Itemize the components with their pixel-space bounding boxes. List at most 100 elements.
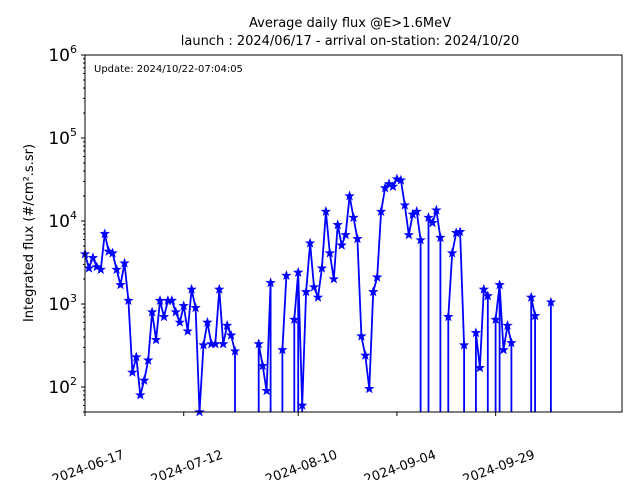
data-point-star: [403, 229, 415, 240]
chart-subtitle: launch : 2024/06/17 - arrival on-station…: [180, 34, 520, 49]
data-point-star: [166, 295, 177, 306]
y-tick-label: 103: [48, 292, 77, 315]
data-point-star: [261, 385, 272, 396]
data-point-star: [454, 226, 466, 237]
data-point-star: [458, 339, 470, 350]
data-point-star: [107, 247, 118, 258]
update-annotation: Update: 2024/10/22-07:04:05: [94, 64, 243, 75]
data-point-star: [99, 228, 110, 239]
data-point-star: [111, 264, 122, 275]
data-point-star: [296, 399, 308, 410]
data-point-star: [364, 383, 375, 394]
data-point-star: [352, 233, 363, 244]
data-point-star: [142, 354, 154, 365]
data-point-star: [225, 329, 237, 340]
data-point-star: [545, 296, 557, 307]
data-point-star: [348, 212, 359, 223]
data-point-star: [529, 310, 541, 321]
x-tick-label: 2024-06-17: [50, 448, 126, 480]
data-point-star: [383, 178, 395, 189]
data-point-star: [371, 271, 383, 282]
data-point-star: [435, 232, 446, 243]
data-point-star: [312, 291, 324, 302]
x-axis: 2024-06-17 2024-07-12 2024-08-10 2024-09-04…: [50, 412, 537, 480]
y-axis: 102 103 104 105 106: [48, 43, 85, 413]
data-point-star: [427, 217, 438, 228]
x-tick-label: 2024-09-29: [461, 448, 537, 480]
data-point-star: [190, 302, 201, 313]
data-point-star: [478, 283, 490, 294]
y-tick-label: 104: [48, 209, 77, 232]
data-point-star: [289, 314, 300, 325]
data-point-star: [395, 174, 407, 185]
y-tick-label: 102: [48, 375, 77, 398]
data-point-star: [423, 212, 434, 223]
data-point-star: [498, 344, 509, 355]
data-point-star: [300, 286, 312, 297]
data-point-star: [158, 311, 170, 322]
data-point-star: [115, 279, 126, 290]
data-point-star: [150, 334, 162, 345]
data-point-star: [332, 219, 343, 230]
data-point-star: [182, 325, 193, 336]
data-point-star: [217, 338, 229, 349]
y-axis-label: Integrated flux (#/cm².s.sr): [22, 144, 37, 322]
axes-frame: [84, 54, 623, 413]
data-point-star: [292, 267, 304, 277]
data-point-star: [308, 281, 320, 292]
data-point-star: [95, 264, 107, 275]
data-point-star: [340, 229, 351, 240]
x-tick-label: 2024-09-04: [362, 448, 438, 480]
x-tick-label: 2024-08-10: [263, 448, 339, 480]
data-point-star: [214, 283, 225, 294]
data-point-star: [399, 199, 411, 210]
data-point-star: [146, 306, 158, 317]
data-point-star: [415, 234, 426, 245]
data-point-star: [356, 330, 367, 341]
data-point-star: [324, 247, 336, 258]
data-point-star: [474, 362, 485, 373]
data-point-star: [139, 374, 150, 385]
data-point-star: [494, 279, 505, 290]
data-point-star: [123, 295, 134, 306]
data-point-star: [119, 257, 130, 268]
data-point-star: [221, 320, 233, 330]
y-tick-label: 105: [48, 126, 77, 149]
data-point-star: [174, 316, 185, 327]
data-point-star: [411, 206, 422, 217]
data-point-star: [170, 306, 182, 317]
data-point-star: [202, 316, 213, 327]
data-point-star: [257, 360, 268, 371]
data-point-star: [431, 204, 442, 215]
data-point-star: [229, 345, 241, 356]
data-point-star: [344, 190, 355, 201]
plot-area: [79, 173, 557, 417]
chart-title: Average daily flux @E>1.6MeV: [249, 16, 451, 31]
data-point-star: [265, 277, 276, 288]
data-point-star: [502, 320, 513, 330]
y-tick-label: 106: [48, 43, 77, 66]
data-point-star: [490, 314, 501, 325]
data-point-star: [387, 181, 399, 191]
data-point-star: [482, 290, 493, 301]
data-point-star: [198, 339, 209, 350]
data-point-star: [135, 389, 146, 400]
data-point-star: [336, 239, 347, 250]
data-point-star: [87, 252, 99, 263]
data-point-star: [127, 366, 138, 377]
data-point-star: [506, 337, 517, 348]
data-point-star: [178, 300, 189, 311]
x-tick-label: 2024-07-12: [149, 448, 225, 480]
data-point-star: [328, 273, 339, 284]
data-point-star: [443, 311, 454, 322]
data-point-star: [253, 338, 264, 349]
data-point-star: [316, 262, 328, 273]
data-point-star: [83, 262, 95, 273]
data-point-star: [360, 350, 371, 360]
data-point-star: [446, 247, 458, 258]
data-point-star: [525, 291, 537, 302]
data-point-star: [320, 206, 332, 217]
data-point-star: [470, 327, 482, 338]
data-point-star: [131, 351, 142, 362]
